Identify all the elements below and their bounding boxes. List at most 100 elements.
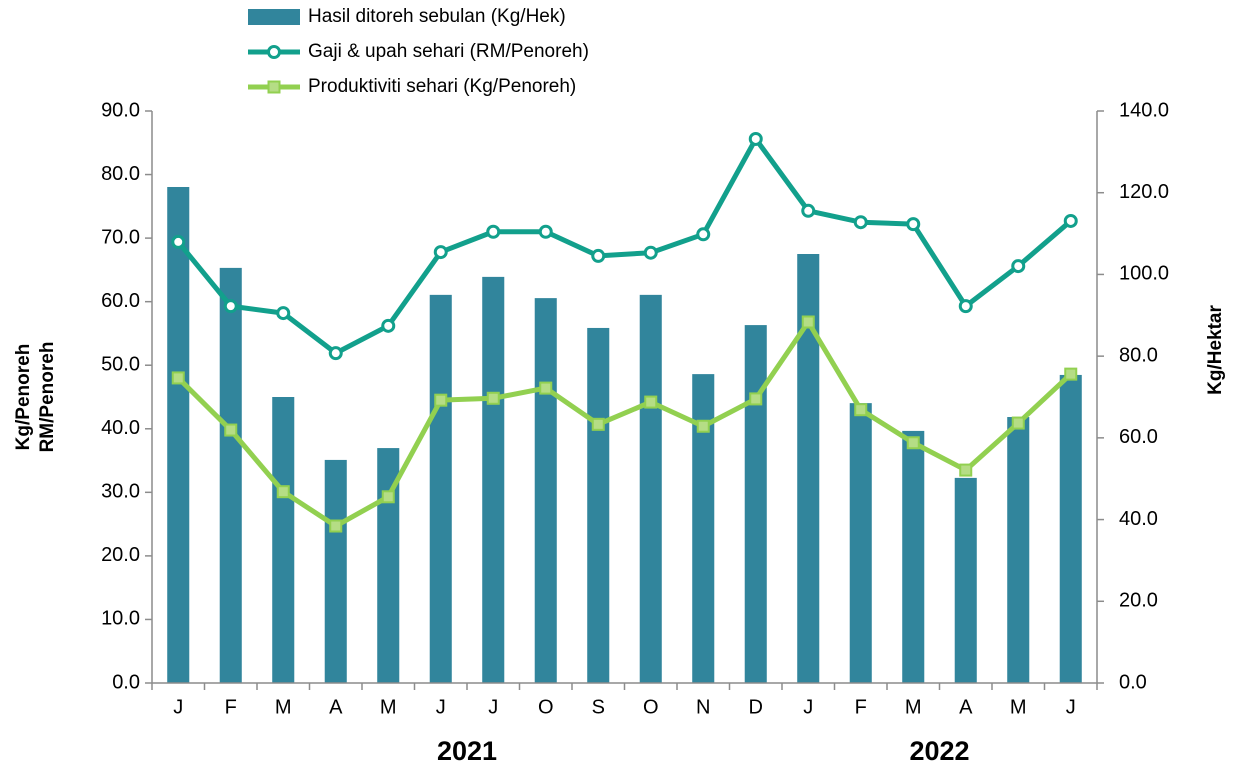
bar [692,374,715,683]
line-marker [643,245,658,260]
bar [167,186,190,683]
line-marker [1064,367,1078,381]
legend-label: Produktiviti sehari (Kg/Penoreh) [308,76,576,97]
line-marker [801,203,816,218]
line-marker [171,234,186,249]
x-tick-label: O [643,696,659,718]
line-marker [853,215,868,230]
line-marker [433,245,448,260]
line-marker [224,423,238,437]
bar [219,267,242,683]
y-tick-label: 10.0 [101,608,140,630]
y-axis-title: RM/Penoreh [37,342,58,453]
legend-label: Hasil ditoreh sebulan (Kg/Hek) [308,6,566,27]
y2-axis-title: Kg/Hektar [1205,305,1226,395]
line-marker [539,381,553,395]
y2-tick-label: 60.0 [1119,426,1158,448]
y-tick-label: 60.0 [101,290,140,312]
x-tick-label: N [696,696,710,718]
y-tick-label: 90.0 [101,99,140,121]
x-tick-label: J [1066,696,1076,718]
line-marker [329,519,343,533]
x-tick-label: M [275,696,292,718]
line [176,319,1073,529]
bar [849,403,872,683]
x-tick-label: J [803,696,813,718]
x-tick-label: F [225,696,237,718]
y-axis-title: Kg/Penoreh [13,344,34,451]
y2-tick-label: 40.0 [1119,508,1158,530]
line-marker [1011,259,1026,274]
line-marker [749,392,763,406]
y2-tick-label: 120.0 [1119,181,1169,203]
y-tick-label: 80.0 [101,163,140,185]
y-tick-label: 70.0 [101,226,140,248]
bar [744,325,767,683]
x-tick-label: M [380,696,397,718]
x-tick-label: F [855,696,867,718]
legend-marker [267,80,281,94]
x-tick-label: J [488,696,498,718]
bar [1007,417,1030,683]
line-marker [276,485,290,499]
x-tick-label: S [592,696,605,718]
legend-label: Gaji & upah sehari (RM/Penoreh) [308,41,589,62]
bar [902,430,925,683]
line-marker [958,299,973,314]
x-tick-label: M [1010,696,1027,718]
year-label: 2021 [437,736,497,766]
line-marker [644,395,658,409]
y-tick-label: 20.0 [101,544,140,566]
x-tick-label: A [329,696,343,718]
line-marker [381,318,396,333]
bar [587,327,610,683]
line [176,136,1073,356]
y2-tick-label: 140.0 [1119,99,1169,121]
y2-tick-label: 100.0 [1119,263,1169,285]
y-tick-label: 0.0 [112,671,140,693]
y-tick-label: 50.0 [101,354,140,376]
x-tick-label: J [436,696,446,718]
bar [377,448,400,683]
bar [1059,374,1082,683]
line-marker [381,490,395,504]
x-tick-label: A [959,696,973,718]
legend-marker [267,45,281,59]
x-tick-label: M [905,696,922,718]
line-marker [538,224,553,239]
line-marker [591,417,605,431]
year-label: 2022 [909,736,969,766]
bar [482,276,505,683]
bar [324,459,347,683]
line-marker [959,463,973,477]
line-marker [1063,213,1078,228]
line-marker [171,371,185,385]
line-marker [906,217,921,232]
bar [534,298,557,683]
x-tick-label: O [538,696,554,718]
line-marker [801,315,815,329]
line-marker [328,346,343,361]
line-marker [434,393,448,407]
line-marker [748,131,763,146]
bar [797,254,820,683]
y-tick-label: 40.0 [101,417,140,439]
y-tick-label: 30.0 [101,481,140,503]
line-marker [591,248,606,263]
line-marker [696,227,711,242]
legend-swatch [248,9,300,25]
line-marker [1011,416,1025,430]
bar [429,294,452,683]
x-tick-label: D [749,696,763,718]
bar [272,397,295,683]
line-marker [486,224,501,239]
y2-tick-label: 20.0 [1119,590,1158,612]
line-marker [276,306,291,321]
line-marker [854,403,868,417]
y2-tick-label: 0.0 [1119,671,1147,693]
x-tick-label: J [173,696,183,718]
bar [954,477,977,683]
line-marker [696,419,710,433]
line-marker [223,299,238,314]
